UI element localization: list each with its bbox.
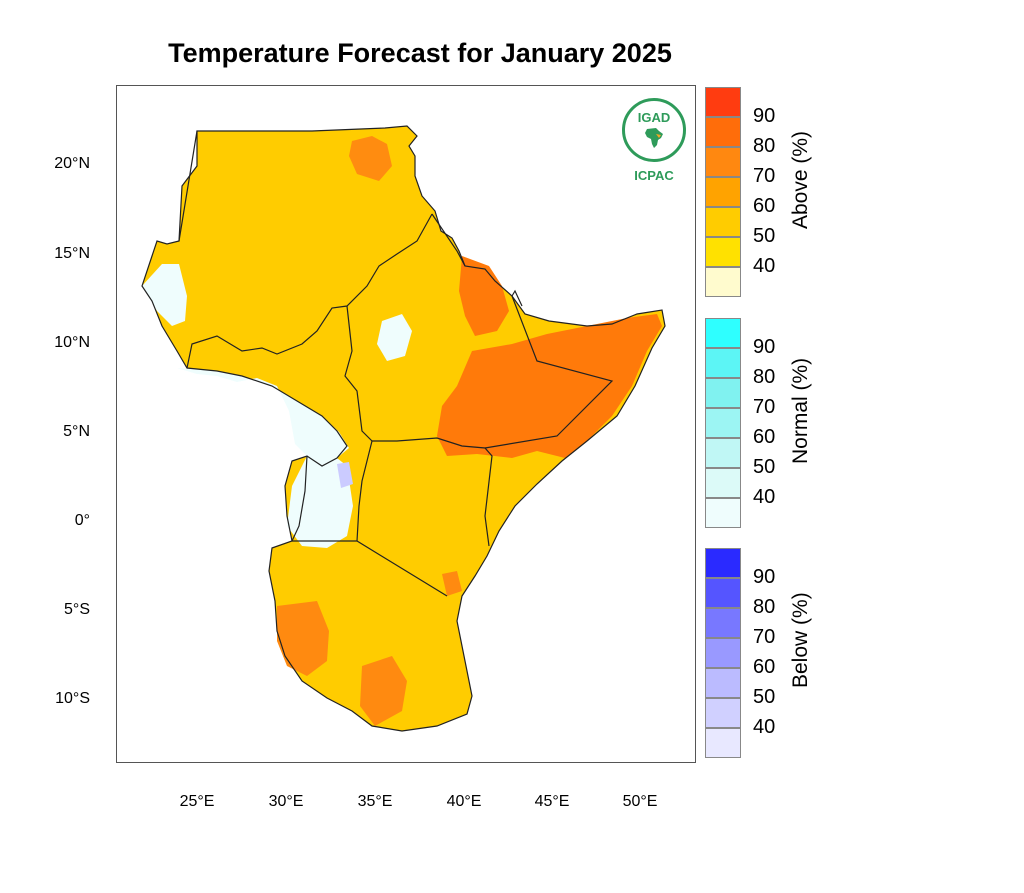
logo-igad-text: IGAD [637, 110, 671, 125]
legend-above-swatch-6 [705, 237, 741, 267]
lat-label-10n: 10°N [54, 334, 90, 351]
legend-normal-level: 80 [753, 366, 776, 388]
legend-below-swatch-5 [705, 668, 741, 698]
legend-below-swatch-3 [705, 608, 741, 638]
legend-above-level: 50 [753, 225, 776, 247]
africa-icon [645, 128, 663, 148]
legend-normal-level: 90 [753, 336, 776, 358]
legend-normal-swatch-4 [705, 408, 741, 438]
region-below-50-lake [337, 462, 353, 488]
legend-normal-swatch-1 [705, 318, 741, 348]
legend-above-swatch-4 [705, 177, 741, 207]
legend-below-level: 80 [753, 596, 776, 618]
legend-below-level: 40 [753, 716, 776, 738]
region-above-70-tanzania-west [277, 601, 329, 676]
legend-below: 90 80 70 60 50 40 Below (%) [705, 548, 812, 764]
region-above-70-afar [459, 256, 509, 336]
legend-above-swatch-1 [705, 87, 741, 117]
lon-label-35e: 35°E [357, 793, 393, 810]
region-normal-40-ethiopia [377, 314, 412, 361]
legend-normal-level: 60 [753, 426, 776, 448]
legend-normal-swatch-2 [705, 348, 741, 378]
legend-below-swatch-4 [705, 638, 741, 668]
lat-label-15n: 15°N [54, 245, 90, 262]
lon-label-25e: 25°E [179, 793, 215, 810]
legend-above-level: 80 [753, 135, 776, 157]
legend-above: 90 80 70 60 50 40 Above (%) [705, 87, 812, 299]
legend-above-swatch-5 [705, 207, 741, 237]
forecast-map [141, 125, 666, 732]
map-frame [116, 85, 696, 763]
legend-below-level: 70 [753, 626, 776, 648]
legend-below-swatch-2 [705, 578, 741, 608]
legend-above-level: 70 [753, 165, 776, 187]
legend-normal-swatch-6 [705, 468, 741, 498]
legend-normal-swatch-3 [705, 378, 741, 408]
lat-label-20n: 20°N [54, 155, 90, 172]
lat-label-10s: 10°S [55, 690, 90, 707]
region-normal-40-uganda [287, 456, 353, 548]
legend-below-level: 50 [753, 686, 776, 708]
legend-above-level: 40 [753, 255, 776, 277]
legend-below-swatch-1 [705, 548, 741, 578]
lon-label-45e: 45°E [534, 793, 570, 810]
legend-below-level: 60 [753, 656, 776, 678]
lon-label-50e: 50°E [622, 793, 658, 810]
lon-label-40e: 40°E [446, 793, 482, 810]
region-normal-40-southsudan [177, 368, 349, 466]
legend-below-swatch-6 [705, 698, 741, 728]
region-above-70-east [437, 314, 662, 458]
legend-normal-title: Normal (%) [789, 357, 812, 464]
lon-label-30e: 30°E [268, 793, 304, 810]
legend-above-level: 60 [753, 195, 776, 217]
legend-normal: 90 80 70 60 50 40 Normal (%) [705, 318, 812, 530]
legend-above-swatch-3 [705, 147, 741, 177]
legend-above-title: Above (%) [789, 130, 812, 229]
legend-normal-swatch-5 [705, 438, 741, 468]
region-above-60-coast [442, 571, 462, 596]
legend-normal-level: 70 [753, 396, 776, 418]
legend-below-level: 90 [753, 566, 776, 588]
legend-normal-level: 50 [753, 456, 776, 478]
legend-below-title: Below (%) [789, 592, 812, 688]
legend-normal-swatch-7 [705, 498, 741, 528]
legend-below-swatch-7 [705, 728, 741, 758]
icpac-logo: IGAD ICPAC [616, 96, 692, 190]
lat-label-5s: 5°S [64, 601, 90, 618]
country-borders [141, 125, 666, 732]
region-base-above [142, 126, 665, 731]
lat-label-0: 0° [74, 512, 90, 529]
legend-above-level: 90 [753, 105, 776, 127]
region-above-70-tanzania-south [360, 656, 407, 726]
legend-above-swatch-7 [705, 267, 741, 297]
logo-icpac-text: ICPAC [634, 168, 674, 183]
legend-above-swatch-2 [705, 117, 741, 147]
lat-label-5n: 5°N [63, 423, 90, 440]
region-above-60-sudan [349, 136, 392, 181]
legend-normal-level: 40 [753, 486, 776, 508]
map-title: Temperature Forecast for January 2025 [168, 38, 672, 68]
region-normal-40-west-sudan [142, 264, 187, 326]
